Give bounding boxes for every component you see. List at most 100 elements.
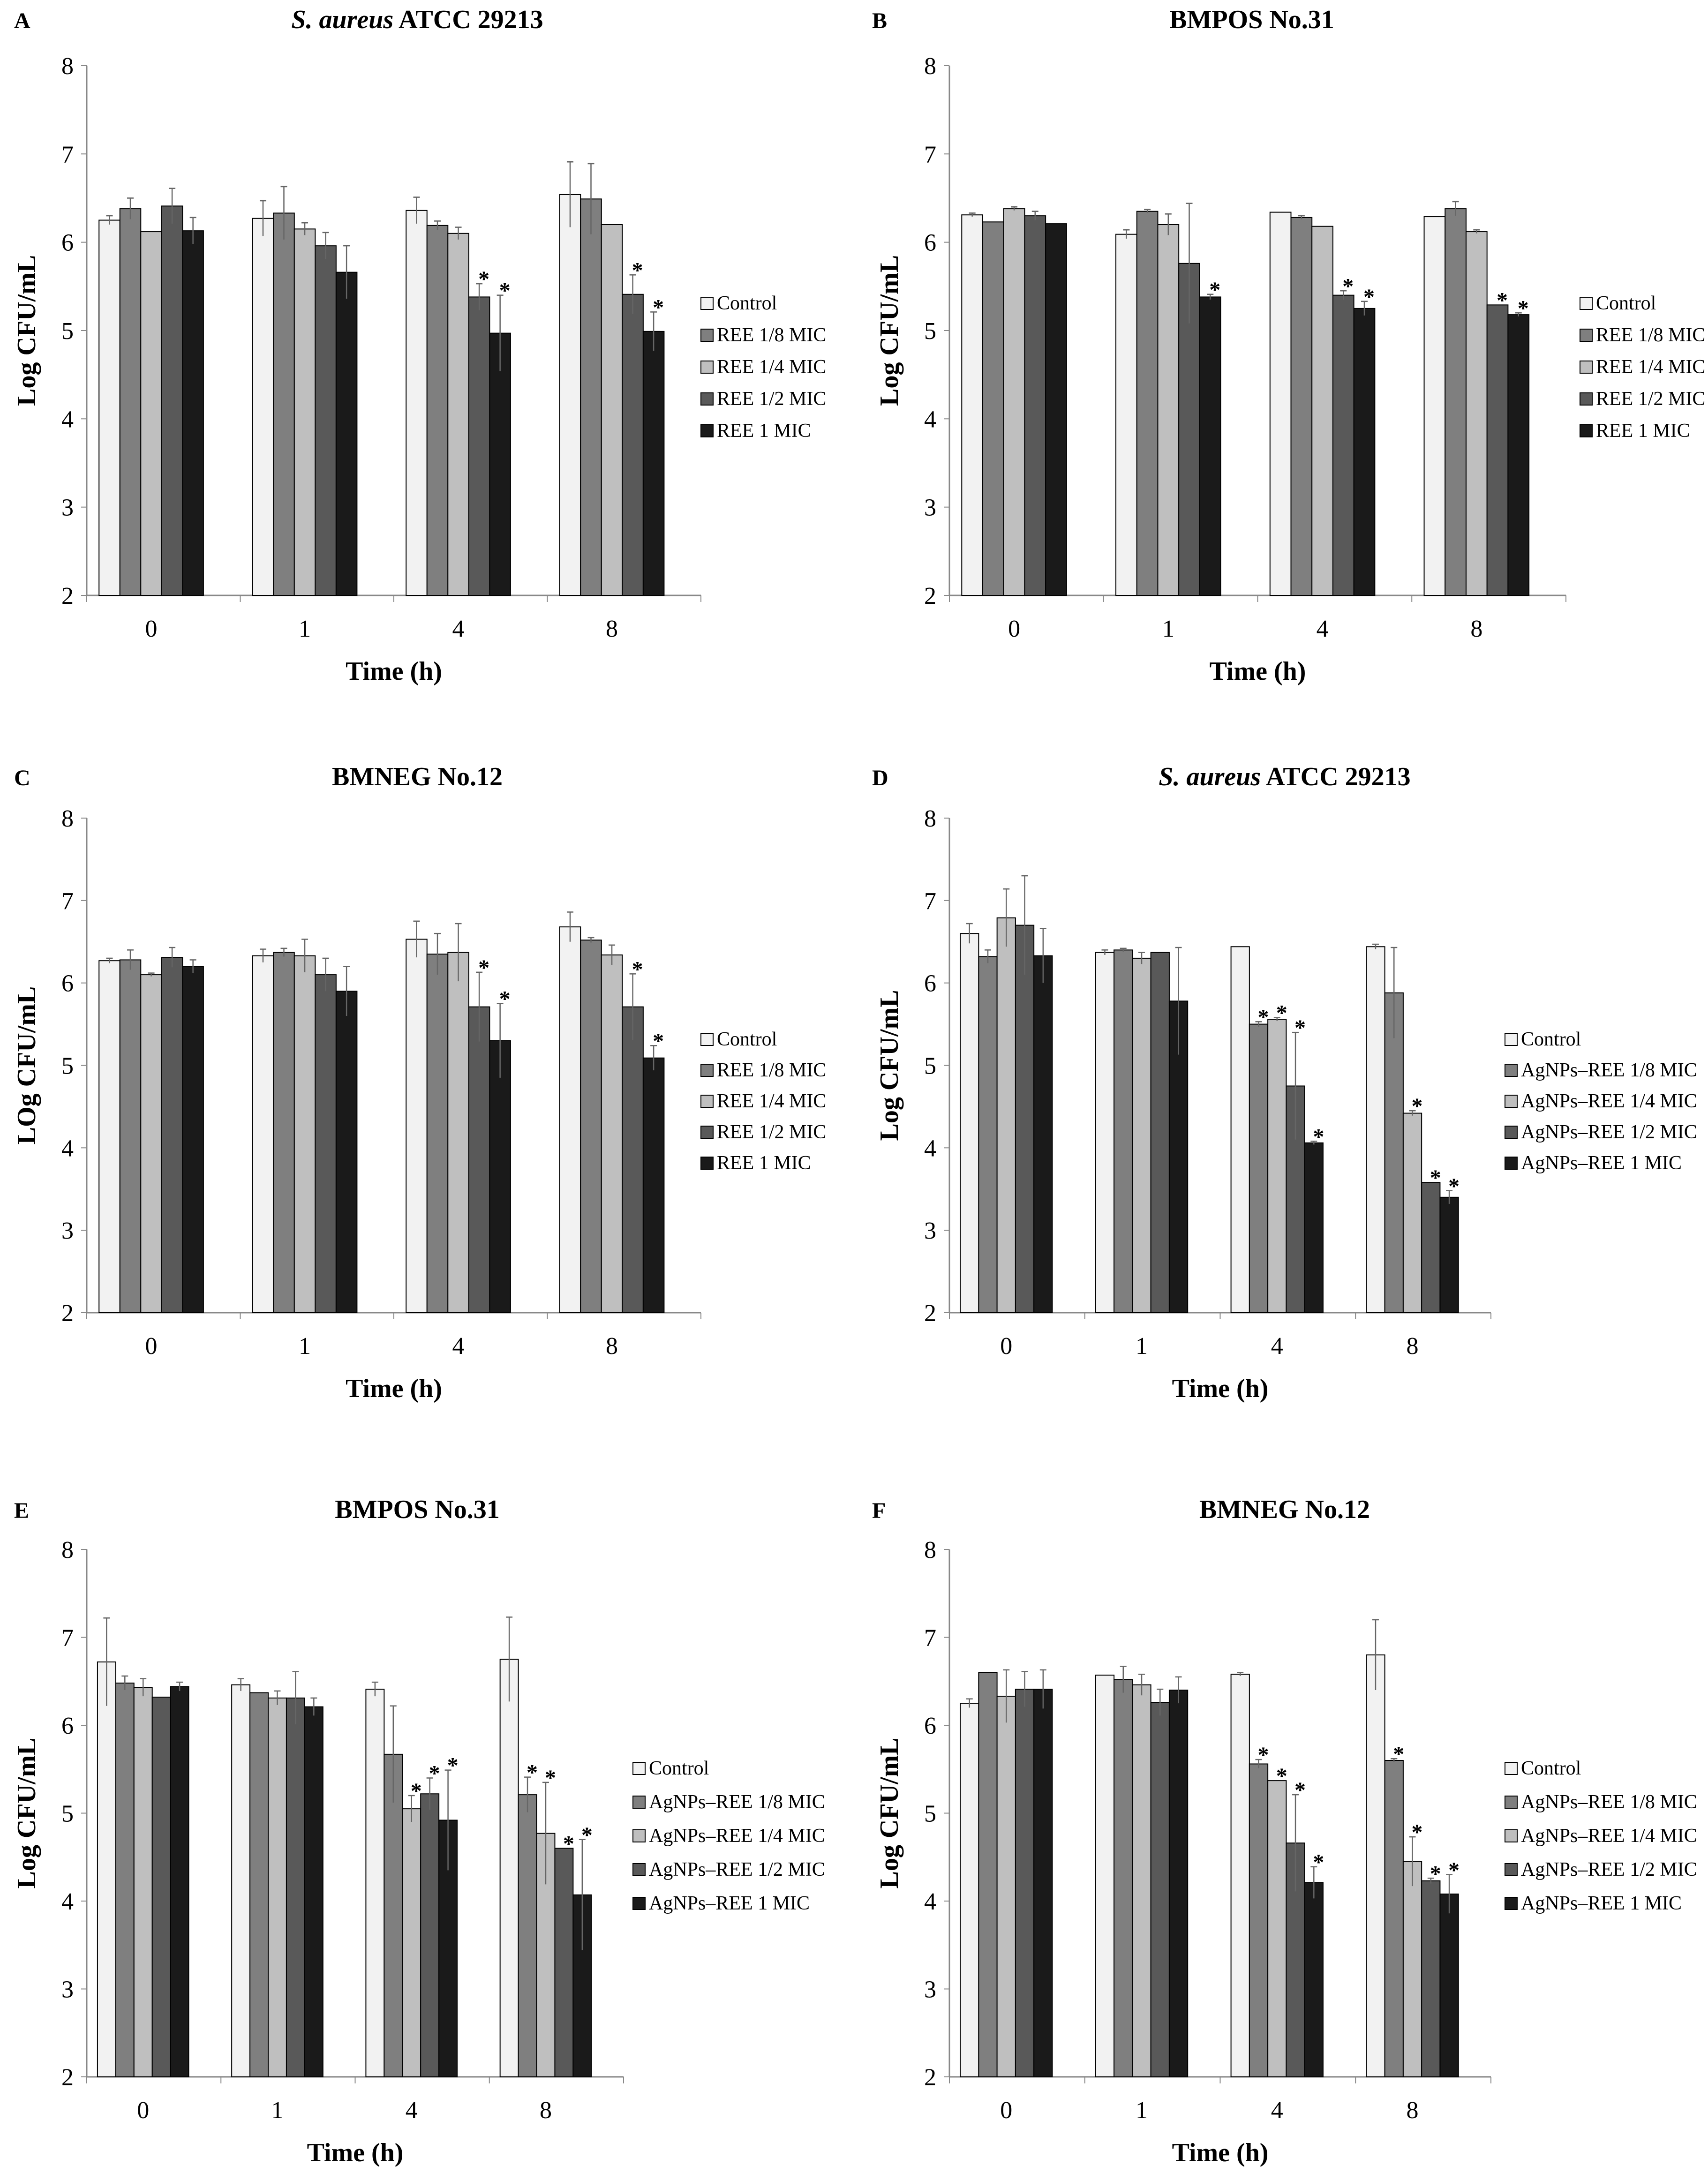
x-tick-label: 1 [271, 2097, 283, 2124]
bar [426, 954, 449, 1313]
x-axis-title: Time (h) [346, 1374, 442, 1403]
chart-title-rest: BMPOS No.31 [1169, 5, 1334, 34]
legend-label: REE 1/8 MIC [1596, 324, 1705, 346]
x-tick-label: 8 [1407, 2097, 1419, 2124]
bar [365, 1689, 385, 2077]
bar [1132, 1684, 1151, 2077]
significance-star: * [1430, 1165, 1441, 1190]
legend-label: REE 1/4 MIC [717, 1090, 826, 1112]
chart-panel-e: E BMPOS No.31 2 3 4 5 6 7 8 Log CFU/mL 0 1 4 * * * 8 * * * *… [12, 1495, 825, 2167]
legend-swatch [1505, 1033, 1518, 1046]
chart-title-rest: ATCC 29213 [393, 5, 543, 34]
panel-letter: E [14, 1498, 29, 1523]
bar [1115, 233, 1137, 596]
legend-label: AgNPs–REE 1/8 MIC [649, 1791, 825, 1813]
x-tick-label: 1 [1136, 2097, 1148, 2124]
y-tick-label: 5 [924, 1801, 936, 1827]
y-tick-label: 8 [61, 805, 74, 832]
bar [1095, 952, 1115, 1313]
legend-label: AgNPs–REE 1 MIC [1521, 1893, 1682, 1914]
bar [1366, 1654, 1385, 2077]
y-tick-label: 6 [924, 230, 936, 256]
bar [978, 1672, 998, 2077]
x-tick-label: 4 [1271, 1333, 1283, 1360]
x-tick-label: 1 [299, 616, 311, 642]
bar [384, 1753, 403, 2077]
bar [1230, 946, 1250, 1314]
bar [402, 1808, 421, 2077]
bar [1421, 1880, 1441, 2077]
legend-label: AgNPs–REE 1/4 MIC [1521, 1825, 1697, 1847]
x-tick-label: 8 [1407, 1333, 1419, 1360]
y-tick-label: 3 [924, 1218, 936, 1244]
bar [1445, 208, 1467, 596]
y-tick-label: 5 [924, 1053, 936, 1080]
legend-swatch [1505, 1829, 1518, 1842]
bar [468, 1006, 490, 1314]
y-tick-label: 3 [61, 1218, 74, 1244]
legend: Control REE 1/8 MIC REE 1/4 MIC REE 1/2 MIC… [700, 293, 826, 442]
x-tick-label: 4 [452, 1333, 465, 1360]
chart-title-rest: BMPOS No.31 [335, 1495, 500, 1524]
x-tick-label: 1 [299, 1333, 311, 1360]
bar [642, 1057, 665, 1314]
bar [559, 926, 581, 1313]
bar [1249, 1763, 1269, 2077]
x-tick-label: 1 [1136, 1333, 1148, 1360]
bar [286, 1697, 305, 2077]
legend-swatch [700, 1095, 714, 1108]
legend-label: AgNPs–REE 1/2 MIC [649, 1859, 825, 1880]
legend-swatch [700, 1157, 714, 1170]
y-tick-label: 2 [61, 2064, 74, 2091]
y-tick-label: 6 [924, 970, 936, 997]
legend-label: Control [717, 293, 777, 314]
bar [1150, 1702, 1170, 2077]
y-tick-label: 3 [924, 495, 936, 521]
bar [182, 230, 204, 596]
y-tick-label: 6 [924, 1713, 936, 1739]
chart-title-italic: S. aureus [291, 5, 393, 34]
legend-swatch [1580, 392, 1593, 406]
bar [161, 205, 183, 596]
y-tick-label: 8 [924, 53, 936, 80]
significance-star: * [499, 987, 511, 1012]
bar [1486, 304, 1509, 596]
legend-label: REE 1/4 MIC [717, 356, 826, 378]
y-tick-label: 7 [924, 141, 936, 168]
bar [335, 271, 358, 596]
legend-swatch [1505, 1126, 1518, 1139]
significance-star: * [411, 1779, 422, 1804]
y-axis-title: LOg CFU/mL [12, 986, 41, 1145]
significance-star: * [1393, 1742, 1404, 1767]
legend-label: AgNPs–REE 1/2 MIC [1521, 1859, 1697, 1880]
bar [1230, 1674, 1250, 2077]
significance-star: * [563, 1832, 574, 1857]
bar [1150, 952, 1170, 1313]
bar [978, 956, 998, 1313]
bar [601, 224, 623, 596]
bar [499, 1659, 519, 2077]
significance-star: * [1313, 1850, 1324, 1875]
bar [1114, 949, 1133, 1314]
chart-panel-d: D S. aureus ATCC 29213 2 3 4 5 6 7 8 Log CFU/mL 0 1… [872, 762, 1697, 1403]
chart-title-italic: S. aureus [1159, 762, 1261, 791]
x-axis-title: Time (h) [307, 2138, 404, 2167]
x-tick-label: 8 [606, 1333, 618, 1360]
y-tick-label: 8 [924, 805, 936, 832]
legend-label: Control [1596, 293, 1656, 314]
bar [1249, 1023, 1269, 1313]
significance-star: * [478, 267, 489, 292]
bar [1465, 231, 1488, 596]
y-tick-label: 2 [924, 2064, 936, 2091]
chart-title: BMNEG No.12 [332, 762, 503, 791]
bar [1402, 1113, 1422, 1314]
x-tick-label: 8 [606, 616, 618, 642]
bar [489, 1040, 511, 1313]
significance-star: * [1518, 296, 1529, 321]
bar [304, 1706, 324, 2077]
y-tick-label: 4 [61, 1888, 74, 1915]
significance-star: * [1497, 288, 1508, 313]
bar [642, 331, 665, 596]
x-tick-label: 0 [145, 616, 158, 642]
